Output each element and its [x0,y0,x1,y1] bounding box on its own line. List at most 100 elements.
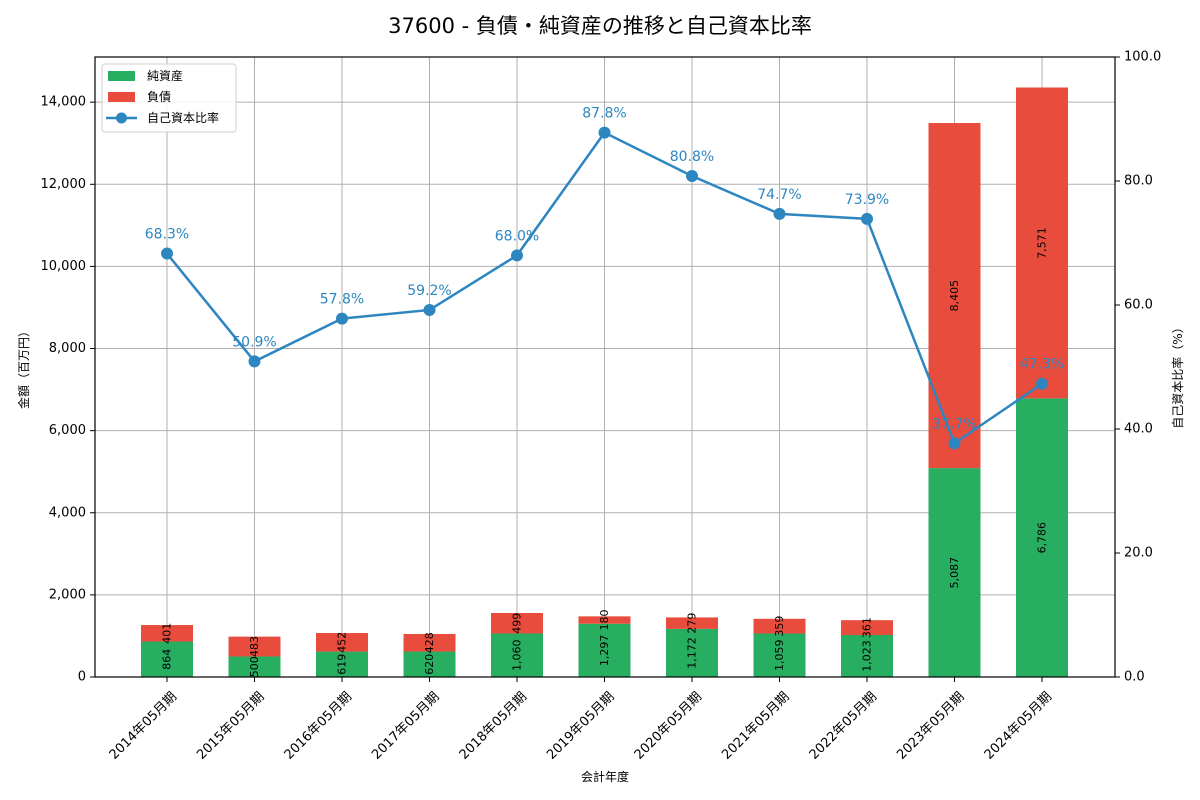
equity-ratio-value-label: 57.8% [320,292,364,308]
x-tick-label: 2024年05月期 [982,689,1055,762]
left-y-axis-label: 金額（百万円） [16,325,31,409]
net-assets-bar [841,634,893,677]
legend-swatch-icon [108,71,135,81]
net-assets-bar [491,633,543,677]
x-axis-label: 会計年度 [581,769,629,784]
equity-ratio-value-label: 59.2% [407,283,451,299]
equity-ratio-value-label: 47.3% [1020,357,1064,373]
left-tick-label: 6,000 [49,423,86,438]
bar-stack: 1,172 279 [666,613,718,677]
net-assets-value-label: 500 [248,656,261,677]
net-assets-bar [228,656,281,677]
x-tick-label: 2016年05月期 [282,689,355,762]
liabilities-value-label: 401 [161,623,174,644]
x-tick-label: 2021年05月期 [719,689,792,762]
right-tick-label: 40.0 [1124,422,1153,437]
bar-stack: 1,059 359 [753,616,806,677]
liabilities-value-label: 8,405 [948,280,961,312]
legend-swatch-icon [108,92,135,102]
legend-item: 自己資本比率 [106,110,219,125]
liabilities-bar [1016,87,1068,399]
equity-ratio-marker [248,355,261,368]
liabilities-bar [753,618,806,634]
right-tick-label: 0.0 [1124,670,1145,685]
x-tick-label: 2020年05月期 [632,689,705,762]
equity-ratio-value-label: 50.9% [232,334,276,350]
equity-ratio-marker [423,303,436,316]
liabilities-bar [928,123,981,469]
net-assets-value-label: 619 [336,654,349,675]
liabilities-bar [666,617,718,629]
chart-title: 37600 - 負債・純資産の推移と自己資本比率 [388,14,812,38]
equity-ratio-line: 68.3% 50.9% 57.8% 59.2% 68.0% 87.8% 80.8% 74.7%… [145,106,1064,450]
legend-item: 負債 [108,89,171,104]
net-assets-value-label: 1,060 [511,639,524,671]
liabilities-value-label: 483 [248,636,261,657]
liabilities-value-label: 180 [598,610,611,631]
net-assets-value-label: 1,172 [686,637,699,669]
liabilities-value-label: 452 [336,632,349,653]
equity-ratio-marker [948,437,961,450]
x-tick-label: 2023年05月期 [894,689,967,762]
right-tick-label: 80.0 [1124,174,1153,189]
equity-ratio-marker [161,247,173,260]
right-tick-label: 20.0 [1124,546,1153,561]
liabilities-bar [841,620,893,635]
equity-ratio-marker [511,249,523,262]
net-assets-bar [316,651,368,677]
left-tick-label: 14,000 [41,95,87,110]
equity-ratio-value-label: 73.9% [845,192,889,208]
equity-ratio-marker [861,212,873,225]
equity-ratio-marker [1036,377,1048,390]
legend-item: 純資産 [108,68,183,83]
liabilities-bar [316,633,368,652]
left-tick-label: 12,000 [41,177,87,192]
equity-ratio-value-label: 87.8% [582,106,626,122]
net-assets-value-label: 864 [161,649,174,670]
equity-ratio-value-label: 68.0% [495,228,539,244]
right-y-axis-label: 自己資本比率（%） [1170,321,1185,428]
x-tick-label: 2015年05月期 [194,689,267,762]
left-tick-label: 8,000 [49,341,86,356]
x-tick-label: 2017年05月期 [369,689,442,762]
equity-ratio-marker [686,170,698,183]
net-assets-bar [1016,398,1068,677]
legend-marker-icon [116,112,127,124]
legend-label: 負債 [147,89,171,104]
right-tick-label: 60.0 [1124,298,1153,313]
liabilities-value-label: 428 [423,632,436,653]
liabilities-bar [403,633,456,652]
liabilities-bar [141,625,193,642]
equity-ratio-marker [773,207,786,220]
left-tick-label: 0 [78,670,86,685]
liabilities-value-label: 279 [686,613,699,634]
net-assets-bar [928,468,981,677]
liabilities-bar [228,636,281,657]
bar-stack: 5,087 8,405 [928,123,981,677]
x-tick-label: 2022年05月期 [807,689,880,762]
equity-ratio-value-label: 68.3% [145,227,189,243]
equity-ratio-value-label: 80.8% [670,149,714,165]
bar-stack: 1,023 361 [841,617,893,677]
liabilities-value-label: 361 [861,617,874,638]
liabilities-value-label: 7,571 [1036,227,1049,259]
liabilities-bar [578,616,631,624]
net-assets-value-label: 1,023 [861,640,874,672]
equity-ratio-marker [336,312,348,325]
net-assets-value-label: 5,087 [948,557,961,589]
net-assets-bar [141,641,193,677]
net-assets-bar [753,633,806,677]
net-assets-value-label: 1,059 [773,640,786,672]
left-tick-label: 2,000 [49,587,86,602]
net-assets-value-label: 1,297 [598,635,611,667]
liabilities-value-label: 499 [511,613,524,634]
equity-ratio-marker [598,126,611,139]
bar-stack: 6,786 7,571 [1016,87,1068,677]
